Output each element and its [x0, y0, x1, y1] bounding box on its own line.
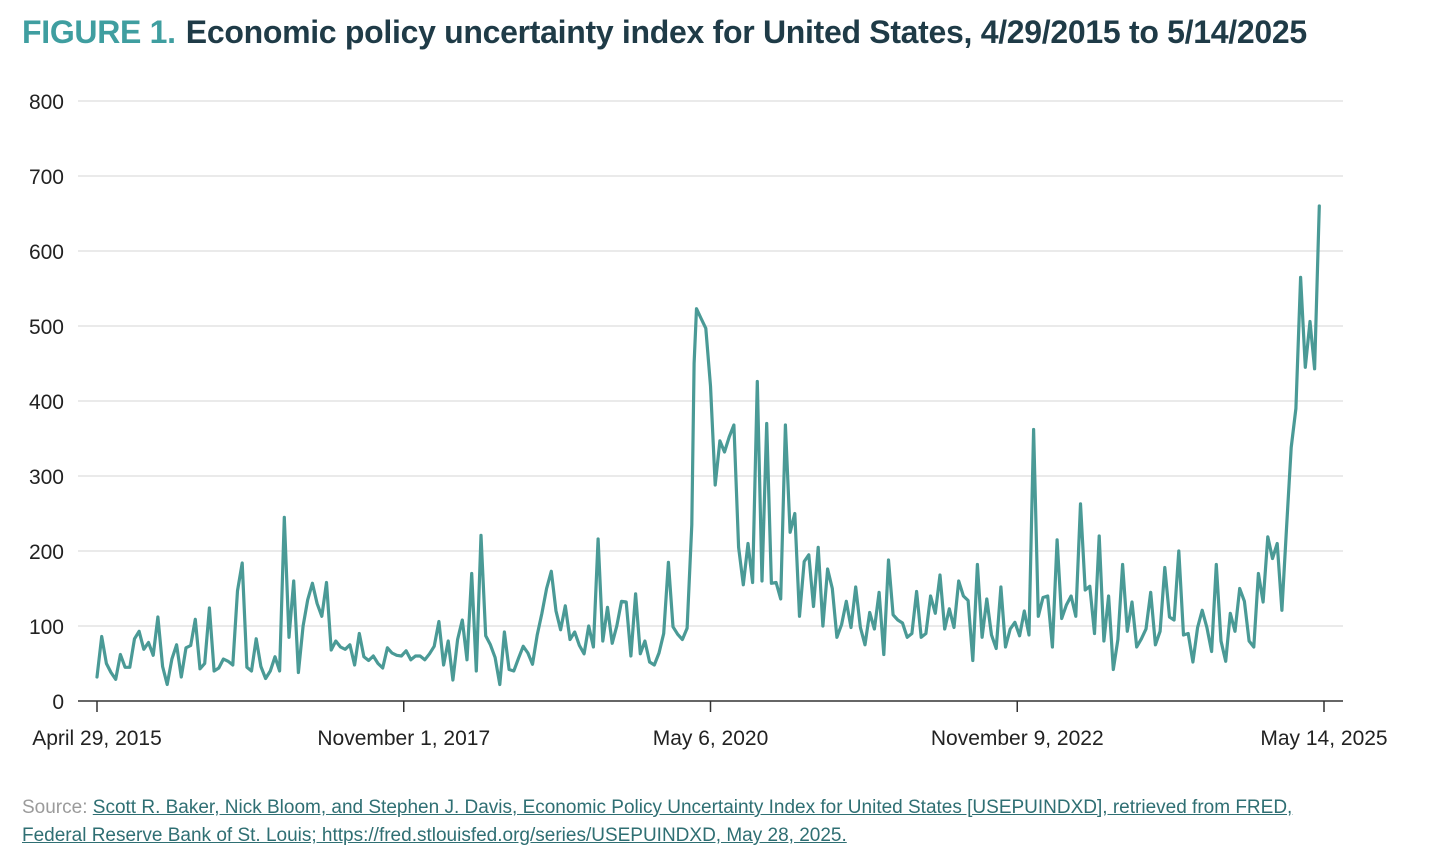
y-tick-label: 0: [52, 691, 64, 714]
y-tick-label: 700: [29, 166, 64, 189]
y-tick-label: 800: [29, 91, 64, 114]
source-prefix: Source:: [22, 797, 93, 818]
x-tick-label: November 1, 2017: [317, 727, 490, 750]
y-tick-label: 200: [29, 541, 64, 564]
chart-title-text: Economic policy uncertainty index for Un…: [185, 14, 1307, 50]
x-tick-label: November 9, 2022: [931, 727, 1104, 750]
source-note: Source: Scott R. Baker, Nick Bloom, and …: [22, 794, 1362, 850]
source-link[interactable]: Scott R. Baker, Nick Bloom, and Stephen …: [22, 797, 1293, 846]
x-tick-label: May 14, 2025: [1260, 727, 1387, 750]
line-chart: 0 100 200 300 400 500 600 700 800 April 29, 2015…: [29, 91, 1388, 750]
x-tick-label: April 29, 2015: [32, 727, 162, 750]
series-line: [95, 204, 1321, 687]
grid-lines: [78, 100, 1343, 627]
chart-title: FIGURE 1. Economic policy uncertainty ind…: [22, 14, 1307, 51]
figure-label: FIGURE 1.: [22, 14, 176, 50]
y-tick-label: 400: [29, 391, 64, 414]
y-tick-label: 300: [29, 466, 64, 489]
y-tick-label: 600: [29, 241, 64, 264]
series-group: [95, 204, 1321, 687]
y-axis: 0 100 200 300 400 500 600 700 800: [29, 91, 64, 714]
x-axis: April 29, 2015 November 1, 2017 May 6, 202…: [32, 700, 1388, 750]
y-tick-label: 100: [29, 616, 64, 639]
y-tick-label: 500: [29, 316, 64, 339]
x-tick-label: May 6, 2020: [653, 727, 769, 750]
